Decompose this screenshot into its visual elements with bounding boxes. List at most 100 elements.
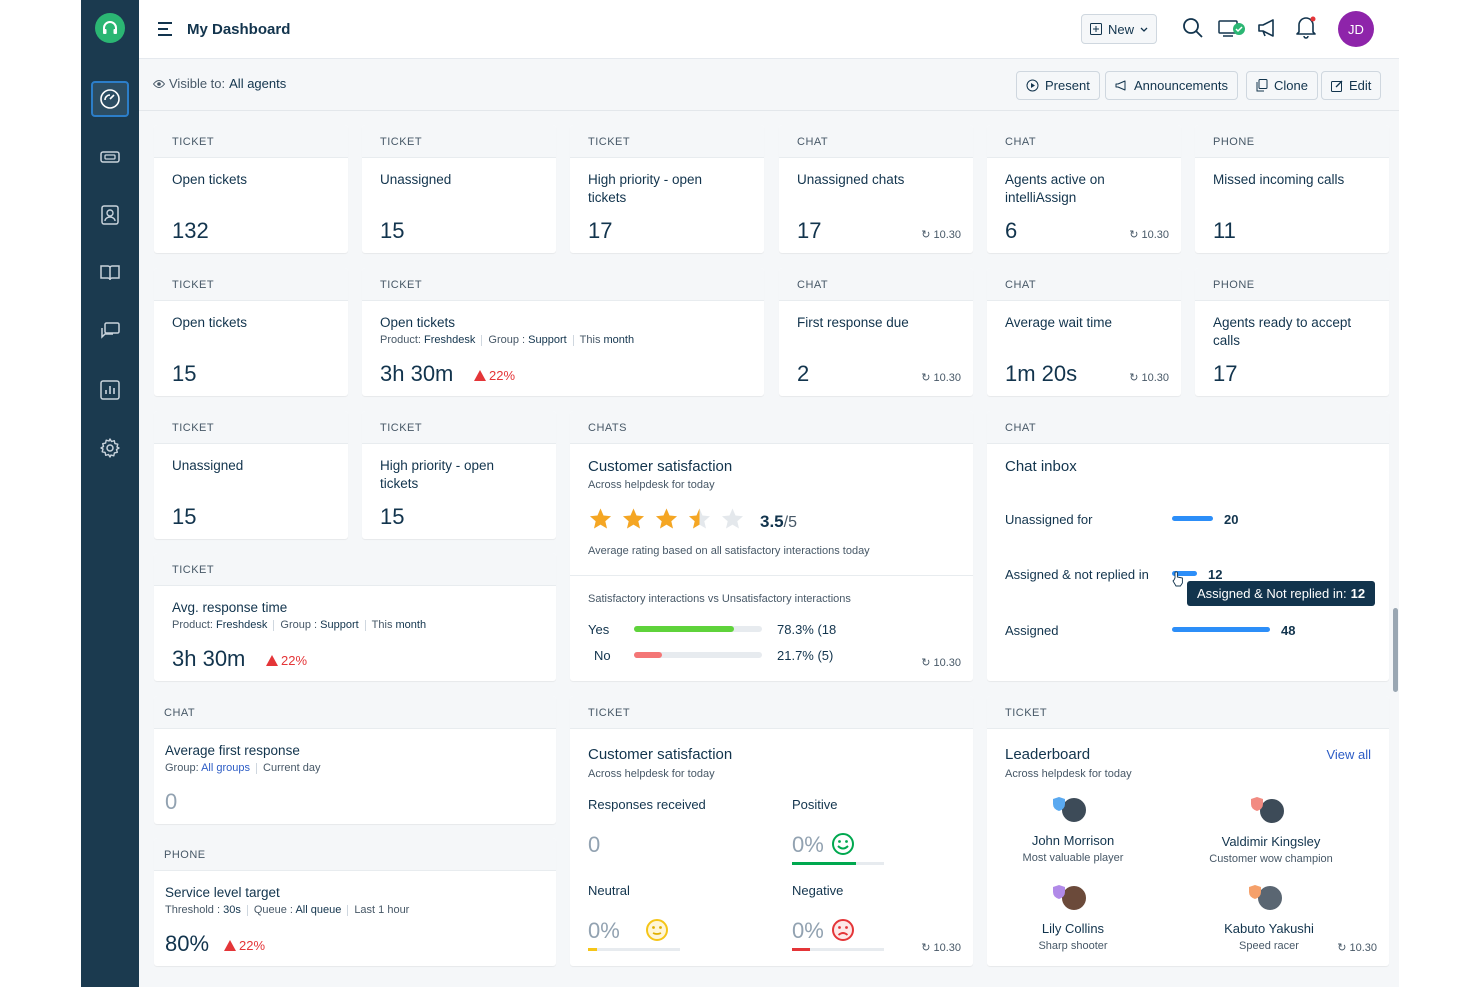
leaderboard-player[interactable]: Valdimir Kingsley Customer wow champion [1185, 796, 1357, 871]
yes-bar [634, 626, 762, 632]
widget-category: PHONE [1195, 125, 1389, 158]
widget-open-tickets-time[interactable]: TICKET Open tickets Product: Freshdesk Gr… [362, 268, 764, 396]
sidebar-item-tickets[interactable] [91, 139, 129, 175]
widget-agents-active[interactable]: CHAT Agents active on intelliAssign 6 ↻ 1… [987, 125, 1181, 253]
refresh-indicator[interactable]: ↻ 10.30 [1129, 228, 1169, 242]
sidebar-item-settings[interactable] [91, 430, 129, 466]
filter-value-link[interactable]: All groups [201, 762, 251, 774]
widget-value: 3h 30m [172, 646, 246, 671]
refresh-indicator[interactable]: ↻ 10.30 [1337, 941, 1377, 955]
widget-leaderboard[interactable]: TICKET Leaderboard View all Across helpd… [987, 696, 1389, 966]
tooltip-value: 12 [1350, 586, 1366, 601]
chat-icon [101, 322, 120, 339]
widget-filters: Product: Freshdesk Group : Support This mo… [172, 619, 426, 631]
avatar[interactable]: JD [1338, 11, 1374, 47]
sidebar-item-knowledge-base[interactable] [91, 255, 129, 291]
notifications-bell-icon[interactable] [1295, 15, 1317, 44]
refresh-indicator[interactable]: ↻ 10.30 [921, 656, 961, 670]
view-all-link[interactable]: View all [1326, 747, 1371, 762]
refresh-indicator[interactable]: ↻ 10.30 [921, 228, 961, 242]
widget-open-tickets[interactable]: TICKET Open tickets 132 [154, 125, 348, 253]
leaderboard-player[interactable]: John Morrison Most valuable player [987, 796, 1159, 871]
widget-title: Agents ready to accept calls [1213, 315, 1352, 348]
present-button-label: Present [1045, 78, 1090, 93]
widget-high-priority-tickets-2[interactable]: TICKET High priority - open tickets 15 [362, 411, 556, 539]
tooltip-label: Assigned & Not replied in: [1197, 586, 1347, 601]
widget-title: First response due [797, 315, 909, 330]
trend-up-icon [474, 370, 486, 381]
sidebar-item-conversations[interactable] [91, 313, 129, 349]
refresh-icon: ↻ [1129, 372, 1139, 384]
player-name: Valdimir Kingsley [1221, 834, 1321, 849]
sidebar-item-dashboard[interactable] [91, 81, 129, 117]
widget-high-priority-tickets[interactable]: TICKET High priority - open tickets 17 [570, 125, 764, 253]
neutral-value: 0% [588, 918, 620, 943]
filter-value: 30s [223, 904, 241, 916]
plus-box-icon [1090, 23, 1102, 35]
sidebar-item-reports[interactable] [91, 372, 129, 408]
clone-button-label: Clone [1274, 78, 1308, 93]
widget-title: Open tickets [172, 172, 248, 187]
widget-agents-ready[interactable]: PHONE Agents ready to accept calls 17 [1195, 268, 1389, 396]
award-shield-icon [1053, 797, 1065, 811]
visible-to-label: Visible to: [169, 76, 226, 91]
award-shield-icon [1053, 885, 1065, 899]
widget-category: TICKET [154, 553, 556, 586]
search-icon[interactable] [1182, 17, 1204, 44]
widget-value: 2 [797, 361, 810, 386]
negative-bar-fill [792, 948, 811, 951]
widget-category: PHONE [154, 838, 556, 871]
refresh-indicator[interactable]: ↻ 10.30 [1129, 371, 1169, 385]
widget-value: 15 [380, 504, 405, 529]
widget-category: TICKET [987, 696, 1389, 729]
widget-title: Leaderboard [1005, 746, 1091, 763]
refresh-indicator[interactable]: ↻ 10.30 [921, 941, 961, 955]
filter-label: Group: [165, 762, 199, 774]
widget-average-wait-time[interactable]: CHAT Average wait time 1m 20s ↻ 10.30 [987, 268, 1181, 396]
widget-avg-response-time[interactable]: TICKET Avg. response time Product: Fresh… [154, 553, 556, 681]
megaphone-icon[interactable] [1257, 17, 1279, 44]
widget-missed-calls[interactable]: PHONE Missed incoming calls 11 [1195, 125, 1389, 253]
edit-button[interactable]: Edit [1321, 71, 1382, 100]
widget-title: Service level target [165, 885, 280, 900]
widget-unassigned-tickets[interactable]: TICKET Unassigned 15 [362, 125, 556, 253]
widget-unassigned-tickets-2[interactable]: TICKET Unassigned 15 [154, 411, 348, 539]
widget-category: CHAT [779, 268, 973, 301]
present-button[interactable]: Present [1016, 71, 1100, 100]
filter-value: Last 1 hour [354, 904, 410, 916]
widget-service-level-target[interactable]: PHONE Service level target Threshold : 3… [154, 838, 556, 966]
inbox-row-bar[interactable] [1172, 571, 1197, 576]
clone-button[interactable]: Clone [1246, 71, 1318, 100]
filter-label: Group : [488, 334, 526, 346]
sidebar-item-contacts[interactable] [91, 197, 129, 233]
refresh-indicator[interactable]: ↻ 10.30 [921, 371, 961, 385]
star-rating [588, 507, 745, 531]
announcements-button-label: Announcements [1134, 78, 1228, 93]
refresh-icon: ↻ [921, 229, 931, 241]
leaderboard-player[interactable]: Lily Collins Sharp shooter [987, 884, 1159, 959]
announcements-button[interactable]: Announcements [1105, 71, 1238, 100]
freshdesk-logo-icon[interactable] [95, 13, 125, 43]
widget-title: Missed incoming calls [1213, 172, 1345, 187]
filter-value: Support [320, 619, 359, 631]
agent-status-icon[interactable] [1218, 18, 1246, 43]
scrollbar-thumb[interactable] [1393, 608, 1398, 692]
widget-customer-satisfaction-chats[interactable]: CHATS Customer satisfaction Across helpd… [570, 411, 973, 681]
yes-bar-fill [634, 626, 735, 632]
widget-value: 17 [797, 218, 822, 243]
inbox-row-bar[interactable] [1172, 627, 1270, 632]
rating-score: 3.5/5 [760, 512, 797, 532]
widget-open-tickets-2[interactable]: TICKET Open tickets 15 [154, 268, 348, 396]
inbox-row-bar[interactable] [1172, 516, 1213, 521]
widget-customer-satisfaction-tickets[interactable]: TICKET Customer satisfaction Across help… [570, 696, 973, 966]
menu-icon[interactable] [157, 21, 173, 42]
new-button[interactable]: New [1081, 14, 1158, 44]
filter-value: Freshdesk [424, 334, 476, 346]
widget-category: CHAT [779, 125, 973, 158]
widget-average-first-response[interactable]: CHAT Average first response Group: All g… [154, 696, 556, 824]
widget-unassigned-chats[interactable]: CHAT Unassigned chats 17 ↻ 10.30 [779, 125, 973, 253]
leaderboard-player[interactable]: Kabuto Yakushi Speed racer [1183, 884, 1355, 959]
widget-first-response-due[interactable]: CHAT First response due 2 ↻ 10.30 [779, 268, 973, 396]
edit-icon [1331, 80, 1343, 92]
widget-chat-inbox[interactable]: CHAT Chat inbox Unassigned for 20 Assign… [987, 411, 1389, 681]
